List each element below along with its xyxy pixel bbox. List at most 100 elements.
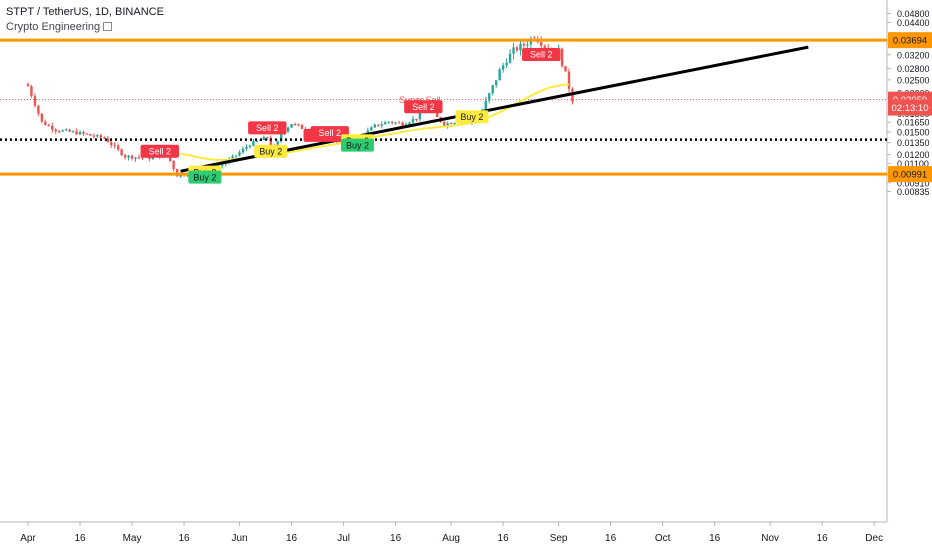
indicator-label[interactable]: Crypto Engineering: [6, 21, 113, 33]
candle: [30, 84, 33, 98]
price-tick-label: 0.02800: [897, 64, 930, 74]
candle-body: [494, 80, 498, 86]
candle-body: [564, 66, 567, 72]
candle-body: [231, 156, 234, 160]
candle: [390, 120, 394, 125]
candle: [64, 128, 68, 131]
candle: [286, 126, 290, 134]
candle: [384, 120, 387, 125]
candle: [508, 49, 512, 64]
candle-body: [377, 124, 380, 126]
candle: [446, 121, 449, 129]
candle-body: [71, 131, 75, 133]
candle: [373, 123, 376, 129]
candle: [113, 142, 116, 149]
signal-badge: [310, 126, 349, 140]
candle: [33, 93, 37, 108]
candle-body: [64, 129, 68, 131]
candle: [494, 80, 498, 88]
candle-body: [54, 129, 57, 132]
candle-body: [501, 65, 505, 70]
candle-body: [75, 131, 78, 135]
signal-badge: [404, 100, 443, 114]
candle-body: [186, 175, 189, 177]
candle-body: [47, 125, 51, 127]
candle-body: [51, 125, 54, 130]
candle: [380, 121, 383, 129]
candle: [370, 126, 373, 131]
candle: [252, 138, 255, 147]
time-tick-label: Jul: [337, 533, 350, 544]
signal-label: Sell 2: [140, 144, 179, 158]
candle: [75, 128, 78, 136]
candle-body: [116, 145, 120, 150]
candle-body: [245, 147, 248, 149]
candle: [58, 129, 61, 134]
candle-body: [26, 84, 30, 87]
candle-body: [221, 164, 224, 166]
indicator-settings-icon[interactable]: [103, 22, 113, 31]
candle-body: [297, 124, 300, 126]
candle-body: [151, 157, 155, 160]
candle: [248, 144, 252, 149]
candle-body: [526, 44, 529, 46]
candle: [89, 133, 92, 136]
candle: [37, 104, 40, 117]
candle: [394, 121, 397, 125]
time-tick-label: Nov: [761, 533, 779, 544]
price-tick-label: 0.00910: [897, 178, 930, 188]
candle: [54, 128, 57, 135]
candle: [269, 135, 272, 147]
candle-body: [85, 133, 89, 135]
candle: [106, 136, 109, 143]
candle: [415, 118, 418, 122]
price-tick-label: 0.01350: [897, 138, 930, 148]
candle-body: [290, 124, 293, 128]
candle: [397, 121, 401, 124]
candle: [449, 122, 453, 125]
symbol-title[interactable]: STPT / TetherUS, 1D, BINANCE: [6, 6, 164, 18]
signal-label: Sell 2: [248, 121, 287, 135]
time-tick-label: Dec: [865, 533, 883, 544]
price-axis-label: 0.03694: [888, 32, 932, 49]
candle: [540, 36, 543, 50]
time-tick-label: 16: [178, 533, 190, 544]
candle: [266, 136, 269, 141]
time-tick-label: 16: [605, 533, 617, 544]
candle-body: [30, 86, 33, 97]
candle-body: [293, 124, 297, 126]
signal-badge: [248, 121, 287, 135]
candle: [501, 62, 505, 73]
candle-body: [505, 62, 508, 66]
candle-body: [89, 134, 92, 136]
levels: [0, 38, 887, 176]
candle-body: [269, 137, 272, 146]
candle: [172, 160, 175, 172]
time-tick-label: Apr: [20, 533, 36, 544]
candle-body: [103, 137, 106, 139]
candle-body: [248, 145, 252, 148]
candle-body: [286, 127, 290, 132]
signal-label: Sell 2: [310, 126, 349, 140]
candle: [120, 148, 123, 157]
candle: [134, 156, 137, 162]
candle-body: [453, 123, 456, 125]
price-tick-label: 0.00835: [897, 187, 930, 197]
candle-body: [567, 71, 571, 89]
candle: [515, 45, 519, 53]
candle-body: [519, 44, 522, 51]
candle: [241, 146, 245, 154]
candle-body: [58, 131, 61, 133]
candle-body: [408, 122, 411, 125]
signal-text: Buy 2: [259, 146, 282, 156]
candle-body: [120, 149, 123, 156]
price-tick-label: 0.04400: [897, 18, 930, 28]
candle: [571, 87, 574, 105]
candle: [560, 47, 564, 68]
candle-body: [110, 142, 113, 146]
signal-badge: [188, 170, 222, 184]
candle-body: [522, 44, 526, 46]
price-label-bg: [888, 166, 932, 183]
price-label-bg: [888, 32, 932, 49]
